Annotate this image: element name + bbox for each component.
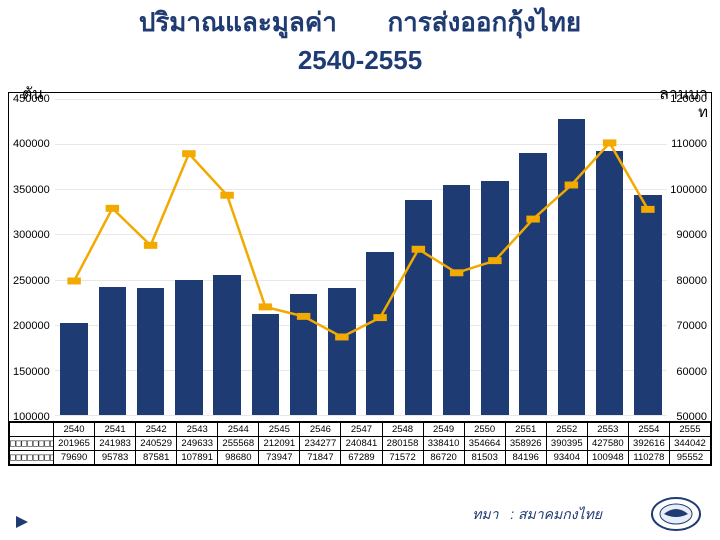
value-cell: 73947 xyxy=(259,451,300,465)
volume-cell: 392616 xyxy=(628,437,669,451)
volume-cell: 234277 xyxy=(300,437,341,451)
volume-cell: 241983 xyxy=(95,437,136,451)
year-cell: 2548 xyxy=(382,423,423,437)
value-cell: 95552 xyxy=(669,451,710,465)
line-marker xyxy=(67,277,80,284)
y-right-tick: 110000 xyxy=(671,138,707,150)
value-cell: 100948 xyxy=(587,451,628,465)
value-cell: 107891 xyxy=(177,451,218,465)
value-cell: 71572 xyxy=(382,451,423,465)
value-cell: 110278 xyxy=(628,451,669,465)
year-cell: 2544 xyxy=(218,423,259,437)
year-cell: 2555 xyxy=(669,423,710,437)
year-cell: 2541 xyxy=(95,423,136,437)
value-cell: 81503 xyxy=(464,451,505,465)
line-marker xyxy=(373,314,386,321)
year-cell: 2546 xyxy=(300,423,341,437)
line-marker xyxy=(450,269,463,276)
year-cell: 2550 xyxy=(464,423,505,437)
volume-cell: 358926 xyxy=(505,437,546,451)
line-marker xyxy=(412,246,425,253)
title-right: การส่งออกกุ้งไทย xyxy=(387,7,581,37)
association-logo xyxy=(648,494,704,534)
source-text: ทมา : สมาคมกงไทย xyxy=(472,504,602,526)
y-right-tick: 100000 xyxy=(670,184,707,196)
year-cell: 2542 xyxy=(136,423,177,437)
y-right-tick: 120000 xyxy=(670,93,707,105)
y-left-tick: 450000 xyxy=(13,93,50,105)
value-cell: 67289 xyxy=(341,451,382,465)
volume-cell: 390395 xyxy=(546,437,587,451)
year-cell: 2549 xyxy=(423,423,464,437)
chart-area: 450000 400000 350000 300000 250000 200000 1500… xyxy=(8,92,712,422)
y-right-tick: 90000 xyxy=(676,229,707,241)
year-cell: 2553 xyxy=(587,423,628,437)
value-cell: 86720 xyxy=(423,451,464,465)
y-left-tick: 350000 xyxy=(13,184,50,196)
volume-cell: 201965 xyxy=(54,437,95,451)
y-left-tick: 250000 xyxy=(13,275,50,287)
table-row1-header: □□□□□□□□ xyxy=(10,437,54,451)
volume-cell: 354664 xyxy=(464,437,505,451)
line-marker xyxy=(259,303,272,310)
year-cell: 2543 xyxy=(177,423,218,437)
arrow-icon xyxy=(14,514,30,530)
volume-cell: 240841 xyxy=(341,437,382,451)
line-marker xyxy=(297,313,310,320)
year-cell: 2547 xyxy=(341,423,382,437)
value-cell: 84196 xyxy=(505,451,546,465)
volume-cell: 338410 xyxy=(423,437,464,451)
line-marker xyxy=(603,139,616,146)
y-left-tick: 150000 xyxy=(13,366,50,378)
value-cell: 95783 xyxy=(95,451,136,465)
title-left: ปริมาณและมูลค่า xyxy=(139,7,337,37)
year-cell: 2545 xyxy=(259,423,300,437)
value-cell: 93404 xyxy=(546,451,587,465)
line-series xyxy=(55,99,667,415)
line-marker xyxy=(488,257,501,264)
y-left-tick: 400000 xyxy=(13,138,50,150)
line-marker xyxy=(106,205,119,212)
volume-cell: 212091 xyxy=(259,437,300,451)
year-cell: 2540 xyxy=(54,423,95,437)
y-right-tick: 80000 xyxy=(676,275,707,287)
volume-cell: 249633 xyxy=(177,437,218,451)
year-cell: 2551 xyxy=(505,423,546,437)
plot-area xyxy=(55,99,667,415)
year-cell: 2554 xyxy=(628,423,669,437)
line-marker xyxy=(182,150,195,157)
y-right-tick: 70000 xyxy=(676,320,707,332)
line-marker xyxy=(220,192,233,199)
value-cell: 98680 xyxy=(218,451,259,465)
volume-cell: 427580 xyxy=(587,437,628,451)
line-marker xyxy=(641,206,654,213)
table-empty-header xyxy=(10,423,54,437)
y-right-tick: 60000 xyxy=(676,366,707,378)
value-cell: 71847 xyxy=(300,451,341,465)
volume-cell: 240529 xyxy=(136,437,177,451)
line-marker xyxy=(526,216,539,223)
chart-title: ปริมาณและมูลค่า การส่งออกกุ้งไทย 2540-25… xyxy=(0,0,720,76)
value-cell: 79690 xyxy=(54,451,95,465)
line-marker xyxy=(144,242,157,249)
table-row2-header: □□□□□□□□ xyxy=(10,451,54,465)
y-left-tick: 300000 xyxy=(13,229,50,241)
volume-cell: 344042 xyxy=(669,437,710,451)
volume-cell: 255568 xyxy=(218,437,259,451)
line-marker xyxy=(565,182,578,189)
year-cell: 2552 xyxy=(546,423,587,437)
y-left-tick: 200000 xyxy=(13,320,50,332)
line-marker xyxy=(335,333,348,340)
data-table: 2540254125422543254425452546254725482549… xyxy=(8,422,712,466)
footer: ทมา : สมาคมกงไทย xyxy=(8,496,712,536)
value-cell: 87581 xyxy=(136,451,177,465)
volume-cell: 280158 xyxy=(382,437,423,451)
title-years: 2540-2555 xyxy=(0,45,720,76)
